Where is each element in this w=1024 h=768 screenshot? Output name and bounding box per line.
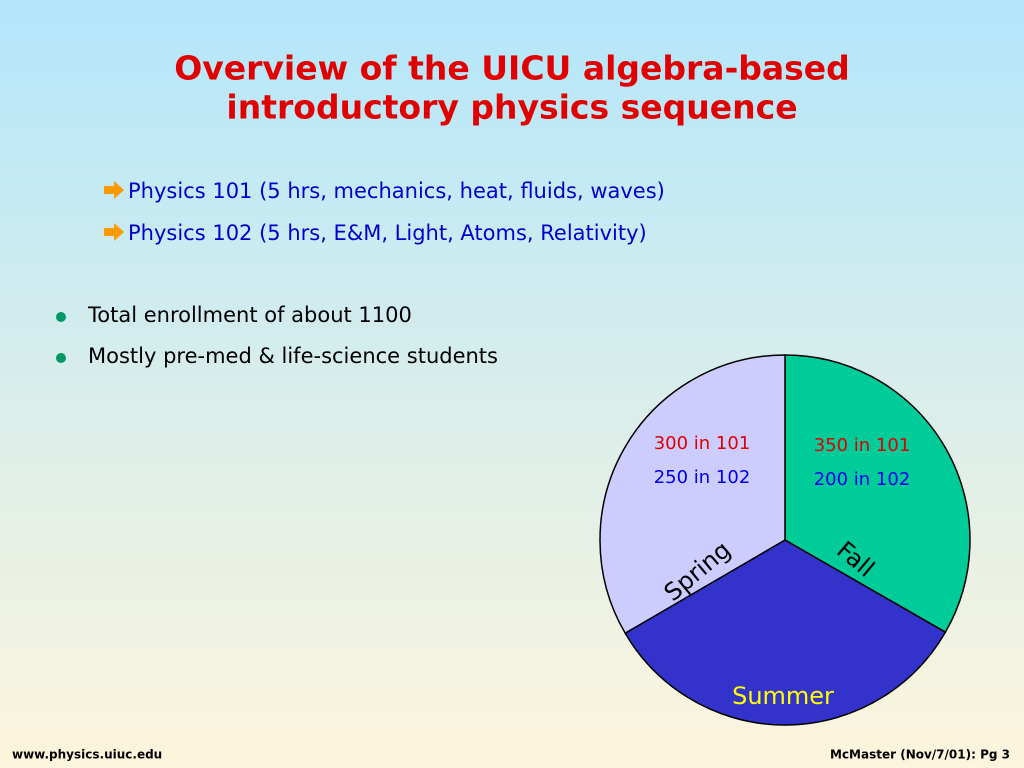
- bullet: Total enrollment of about 1100: [87, 303, 412, 327]
- title: introductory physics sequence: [226, 88, 797, 127]
- slice-note: 250 in 102: [654, 467, 751, 488]
- slice-note: 300 in 101: [654, 433, 751, 454]
- slice-note: 350 in 101: [814, 435, 911, 456]
- footer-left: www.physics.uiuc.edu: [12, 748, 162, 762]
- pie-slice: [784, 354, 971, 634]
- pie-slice: [624, 539, 947, 726]
- sub-item: Physics 101 (5 hrs, mechanics, heat, flu…: [128, 179, 665, 203]
- bullet-dot: [56, 353, 66, 363]
- footer-right: McMaster (Nov/7/01): Pg 3: [830, 748, 1010, 762]
- arrow-icon: [104, 223, 124, 241]
- title: Overview of the UICU algebra-based: [174, 49, 850, 88]
- bullet: Mostly pre-med & life-science students: [88, 344, 498, 368]
- arrow-icon: [104, 181, 124, 199]
- slice-label: Summer: [732, 682, 834, 710]
- sub-item: Physics 102 (5 hrs, E&M, Light, Atoms, R…: [128, 221, 647, 245]
- pie-slice: [599, 354, 786, 635]
- slice-note: 200 in 102: [814, 469, 911, 490]
- bullet-dot: [56, 312, 66, 322]
